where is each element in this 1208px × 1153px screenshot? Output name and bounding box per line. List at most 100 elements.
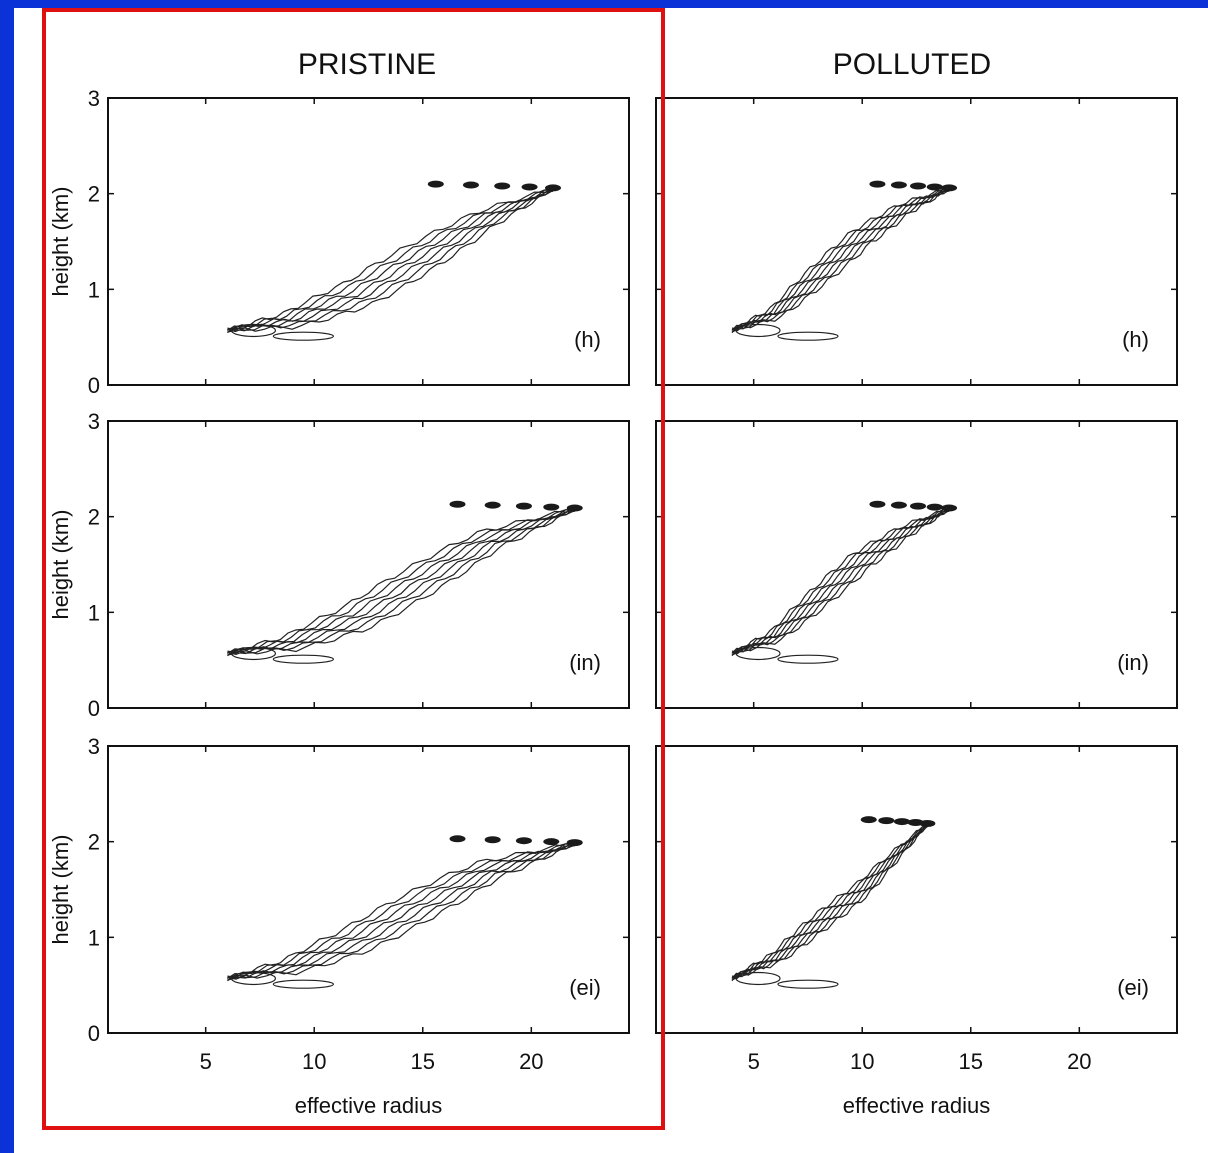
contour-line: [731, 507, 950, 656]
contour-cap: [926, 503, 943, 511]
panel-frame: [655, 420, 1178, 709]
blue-frame-left: [0, 0, 14, 1153]
contour-line: [227, 845, 575, 981]
contour-lobe: [735, 323, 781, 338]
y-tick-label: 3: [88, 734, 100, 759]
contour-line: [731, 510, 950, 654]
contour-line: [227, 186, 554, 333]
panel-frame: [107, 420, 630, 709]
contour-line: [731, 821, 928, 980]
panel-frame: [107, 97, 630, 386]
contour-cap: [545, 184, 562, 192]
contour-line: [731, 825, 928, 979]
contour-cap: [941, 184, 958, 192]
contour-line: [227, 187, 554, 332]
x-tick-label: 10: [850, 1049, 874, 1074]
chart-column-1: POLLUTED (h) (in) (ei) 5 10 15 20 effective radi…: [655, 48, 1178, 1118]
contour-cap: [910, 182, 927, 190]
panel-tag: (in): [1117, 650, 1149, 675]
contour-line: [731, 187, 950, 330]
contour-cap: [919, 819, 936, 827]
contour-cap: [893, 818, 910, 826]
x-axis-label: effective radius: [843, 1093, 991, 1118]
contour-cap: [494, 182, 511, 190]
contour-line: [227, 510, 575, 655]
y-tick-label: 0: [88, 373, 100, 398]
contour-cap: [910, 502, 927, 510]
contour-lobe: [735, 646, 781, 661]
contour-line: [227, 842, 576, 979]
contour-lobe: [230, 646, 277, 661]
y-tick-label: 1: [88, 277, 100, 302]
contour-line: [731, 825, 928, 982]
contour-line: [227, 510, 575, 656]
y-tick-label: 3: [88, 409, 100, 434]
contour-cap: [869, 500, 886, 508]
contour-line: [227, 510, 575, 654]
contour-cap: [543, 503, 560, 511]
x-axis-label: effective radius: [295, 1093, 443, 1118]
y-tick-label: 0: [88, 1021, 100, 1046]
contour-line: [227, 840, 576, 980]
contour-panel: (h): [655, 97, 1178, 386]
y-tick-label: 0: [88, 696, 100, 721]
contour-cap: [515, 837, 532, 845]
panel-tag: (h): [1122, 327, 1149, 352]
contour-line: [227, 190, 554, 333]
contour-line: [227, 844, 575, 980]
contour-lobe: [735, 971, 781, 986]
chart-title: POLLUTED: [833, 48, 991, 81]
contour-line: [227, 190, 554, 332]
contour-cap: [521, 183, 538, 191]
panel-tag: (ei): [569, 975, 601, 1000]
contour-cap: [449, 500, 466, 508]
contour-line: [731, 510, 950, 656]
contour-line: [731, 190, 950, 333]
blue-frame-top: [0, 0, 1208, 8]
contour-panel: (in): [655, 420, 1178, 709]
y-axis-label: height (km): [48, 509, 73, 619]
contour-lobe: [230, 323, 277, 338]
panel-tag: (ei): [1117, 975, 1149, 1000]
contour-line: [227, 507, 576, 655]
contour-panel: 0 1 2 3 (ei) height (km) 5 10 15 20 effective radi…: [48, 734, 630, 1118]
contour-panel: 0 1 2 3 (in) height (km): [48, 409, 630, 721]
chart-column-0: PRISTINE 0 1 2 3 (h) height (km) 0 1 2 3 (in) height…: [48, 48, 630, 1118]
panel-tag: (h): [574, 327, 601, 352]
contour-line: [731, 508, 950, 657]
contour-cap: [427, 180, 444, 188]
x-tick-label: 20: [519, 1049, 543, 1074]
x-tick-label: 20: [1067, 1049, 1091, 1074]
panel-frame: [655, 97, 1178, 386]
contour-cap: [462, 181, 479, 189]
contour-cap: [449, 835, 466, 843]
contour-line: [227, 844, 575, 979]
contour-cap: [869, 180, 886, 188]
y-tick-label: 3: [88, 86, 100, 111]
contour-line: [227, 506, 576, 656]
x-tick-label: 15: [959, 1049, 983, 1074]
contour-cap: [860, 816, 877, 824]
contour-line: [227, 189, 554, 331]
contour-cap: [543, 838, 560, 846]
y-axis-label: height (km): [48, 186, 73, 296]
contour-line: [731, 826, 928, 981]
contour-panel: 0 1 2 3 (h) height (km): [48, 86, 630, 398]
y-axis-label: height (km): [48, 834, 73, 944]
contour-lobe: [230, 971, 277, 986]
x-tick-label: 10: [302, 1049, 326, 1074]
contour-cap: [890, 501, 907, 509]
contour-line: [731, 507, 950, 653]
contour-line: [731, 189, 950, 331]
contour-lobe: [777, 331, 839, 341]
y-tick-label: 2: [88, 182, 100, 207]
contour-lobe: [272, 331, 334, 341]
contour-lobe: [777, 979, 839, 989]
x-tick-label: 15: [411, 1049, 435, 1074]
contour-cap: [566, 504, 583, 512]
contour-line: [731, 187, 950, 333]
chart-title: PRISTINE: [298, 48, 436, 81]
panel-frame: [107, 745, 630, 1034]
panel-frame: [655, 745, 1178, 1034]
